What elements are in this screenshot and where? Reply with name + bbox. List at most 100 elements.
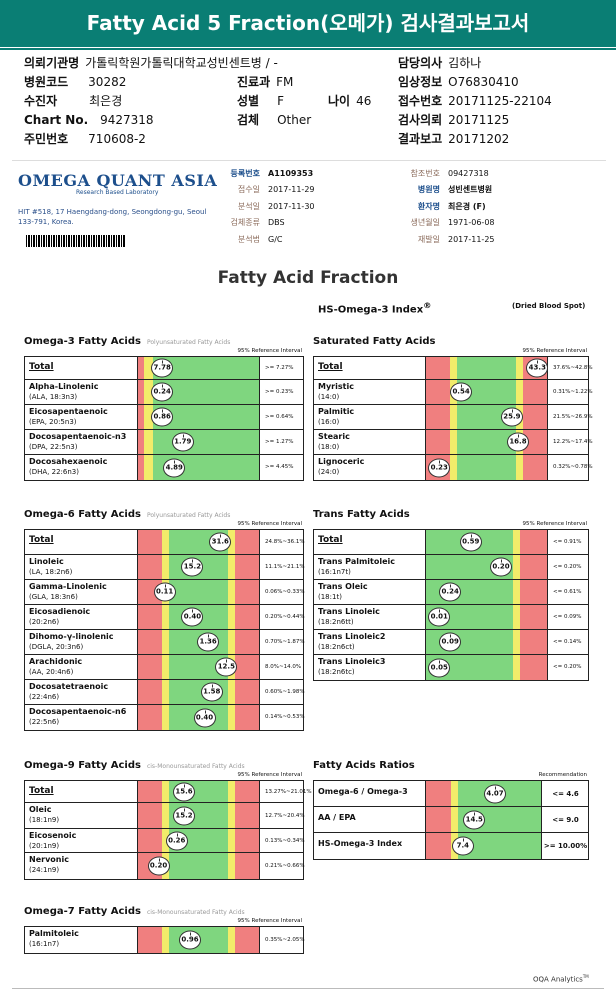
saturated-row-name: Stearic (18:0) bbox=[314, 430, 426, 454]
omega3-value-marker: 0.24 bbox=[151, 382, 174, 402]
omega9-row-label: Eicosenoic bbox=[29, 831, 77, 840]
omega9-row-range: 0.13%~0.34% bbox=[265, 838, 305, 844]
omega9-row-name: Nervonic (24:1n9) bbox=[25, 853, 138, 879]
omega6-bar-segment bbox=[234, 530, 259, 554]
saturated-value-marker: 0.54 bbox=[450, 382, 473, 402]
receipt-field: 접수번호 20171125-22104 bbox=[398, 94, 552, 108]
omega9-table: Total 15.6 13.27%~21.01% Oleic (18:1n9) 15.2 1… bbox=[24, 780, 312, 880]
trans-row-name: Trans Palmitoleic (16:1n7t) bbox=[314, 555, 426, 579]
saturated-value-marker: 25.9 bbox=[500, 407, 523, 427]
omega3-ref-label: 95% Reference Interval bbox=[237, 348, 302, 354]
omega9-row-name: Total bbox=[25, 781, 138, 802]
omega6-row-sub: (22:5n6) bbox=[29, 718, 60, 726]
omega3-row-label: Total bbox=[29, 362, 54, 372]
hospital-code-field: 병원코드 30282 bbox=[24, 75, 127, 89]
saturated-row: Palmitic (16:0) 25.9 21.5%~26.9% bbox=[314, 405, 593, 430]
saturated-title: Saturated Fatty Acids bbox=[313, 336, 436, 347]
omega6-row-range: 8.0%~14.0% bbox=[265, 664, 302, 670]
omega6-row: Dihomo-γ-linolenic (DGLA, 20:3n6) 1.36 0.70… bbox=[25, 630, 305, 655]
omega6-row: Total 31.6 24.8%~36.1% bbox=[25, 530, 305, 555]
omega3-row-name: Total bbox=[25, 357, 138, 379]
ratios-ref-label: Recommendation bbox=[538, 772, 587, 778]
omega6-row-bar: 0.40 bbox=[138, 705, 260, 730]
omega3-row: Docosahexaenoic (DHA, 22:6n3) 4.89 >= 4.45% bbox=[25, 455, 303, 480]
trans-row-name: Trans Linoleic3 (18:2n6tc) bbox=[314, 655, 426, 680]
omega6-row-label: Docosatetraenoic bbox=[29, 682, 109, 691]
omega6-row-range: 11.1%~21.1% bbox=[265, 564, 305, 570]
age-field: 나이 46 bbox=[328, 94, 372, 108]
trans-value-marker: 0.24 bbox=[439, 582, 462, 602]
omega9-row: Eicosenoic (20:1n9) 0.26 0.13%~0.34% bbox=[25, 829, 305, 853]
omega6-row-bar: 0.40 bbox=[138, 605, 260, 629]
saturated-ref-label: 95% Reference Interval bbox=[522, 348, 587, 354]
omega9-value-marker: 0.26 bbox=[165, 831, 188, 850]
omega6-value-marker: 15.2 bbox=[181, 557, 204, 577]
doctor-field: 담당의사 김하나 bbox=[398, 56, 482, 70]
omega6-bar-segment bbox=[234, 555, 259, 579]
omega6-row-sub: (22:4n6) bbox=[29, 693, 60, 701]
omega6-row-bar: 31.6 bbox=[138, 530, 260, 554]
ratios-row-range: >= 10.00% bbox=[543, 842, 588, 850]
trans-value-marker: 0.59 bbox=[459, 532, 482, 552]
dbs-label: (Dried Blood Spot) bbox=[512, 302, 586, 310]
omega6-subtitle: Polyunsaturated Fatty Acids bbox=[146, 512, 231, 519]
lab-patient: 환자명 최은경 (F) bbox=[417, 202, 486, 211]
saturated-row-bar: 16.8 bbox=[426, 430, 548, 454]
omega6-row-label: Total bbox=[29, 535, 54, 545]
lab-logo-sub: Research Based Laboratory bbox=[76, 189, 159, 196]
hs-index-label: HS-Omega-3 Index® bbox=[318, 300, 432, 316]
saturated-title-text: Saturated Fatty Acids bbox=[313, 336, 436, 347]
trans-row: Trans Oleic (18:1t) 0.24 <= 0.61% bbox=[314, 580, 588, 605]
trans-row-sub: (18:2n6tt) bbox=[318, 618, 354, 626]
ratios-bar-segment bbox=[426, 781, 452, 806]
omega6-bar-segment bbox=[169, 580, 228, 604]
report-date-field: 결과보고 20171202 bbox=[398, 132, 510, 146]
omega6-row-name: Linoleic (LA, 18:2n6) bbox=[25, 555, 138, 579]
omega9-value-marker: 15.6 bbox=[172, 782, 195, 801]
omega6-row-range: 0.70%~1.87% bbox=[265, 639, 305, 645]
saturated-bar-segment bbox=[457, 357, 516, 379]
lab-address: HIT #518, 17 Haengdang-dong, Seongdong-g… bbox=[18, 208, 207, 226]
trans-row-bar: 0.59 bbox=[426, 530, 548, 554]
trans-bar-segment bbox=[520, 605, 547, 629]
omega9-row-bar: 15.2 bbox=[138, 803, 260, 828]
omega6-bar-segment bbox=[234, 680, 259, 704]
omega3-row-range: >= 7.27% bbox=[265, 365, 294, 371]
method: 분석법 G/C bbox=[237, 235, 283, 244]
omega9-bar-segment bbox=[169, 853, 228, 879]
omega3-table: Total 7.78 >= 7.27% Alpha-Linolenic (ALA, 18… bbox=[24, 356, 304, 481]
omega6-row: Linoleic (LA, 18:2n6) 15.2 11.1%~21.1% bbox=[25, 555, 305, 580]
omega9-subtitle: cis-Monounsaturated Fatty Acids bbox=[146, 763, 245, 770]
saturated-row-range: 0.32%~0.78% bbox=[553, 464, 593, 470]
saturated-bar-segment bbox=[426, 405, 451, 429]
omega9-bar-segment bbox=[234, 829, 259, 852]
saturated-bar-segment bbox=[522, 455, 547, 480]
omega9-row-label: Nervonic bbox=[29, 855, 69, 864]
omega3-bar-segment bbox=[144, 455, 153, 480]
saturated-bar-segment bbox=[457, 455, 516, 480]
omega3-bar-segment bbox=[144, 357, 153, 379]
trans-row-label: Trans Linoleic2 bbox=[318, 632, 386, 641]
omega3-value-marker: 0.86 bbox=[151, 407, 174, 427]
saturated-row-label: Lignoceric bbox=[318, 457, 365, 466]
ratios-row: Omega-6 / Omega-3 4.07 <= 4.6 bbox=[314, 781, 588, 807]
ratios-row-bar: 7.4 bbox=[426, 833, 542, 859]
omega3-bar-segment bbox=[144, 405, 153, 429]
omega6-row-label: Docosapentaenoic-n6 bbox=[29, 707, 127, 716]
omega3-row-bar: 1.79 bbox=[138, 430, 260, 454]
omega9-row-range: 0.21%~0.66% bbox=[265, 863, 305, 869]
omega7-row-bar: 0.96 bbox=[138, 927, 260, 953]
saturated-row-bar: 43.3 bbox=[426, 357, 549, 379]
omega9-bar-segment bbox=[234, 781, 259, 802]
omega6-ref-label: 95% Reference Interval bbox=[237, 521, 302, 527]
omega6-bar-segment bbox=[162, 555, 170, 579]
trans-value-marker: 0.09 bbox=[439, 632, 462, 652]
omega6-row-name: Arachidonic (AA, 20:4n6) bbox=[25, 655, 138, 679]
omega6-row-bar: 0.11 bbox=[138, 580, 260, 604]
omega3-row-name: Alpha-Linolenic (ALA, 18:3n3) bbox=[25, 380, 138, 404]
omega6-bar-segment bbox=[162, 655, 170, 679]
chart-field: Chart No. 9427318 bbox=[24, 113, 154, 127]
omega6-bar-segment bbox=[138, 630, 163, 654]
ratios-row-bar: 4.07 bbox=[426, 781, 542, 806]
omega6-row-name: Docosatetraenoic (22:4n6) bbox=[25, 680, 138, 704]
